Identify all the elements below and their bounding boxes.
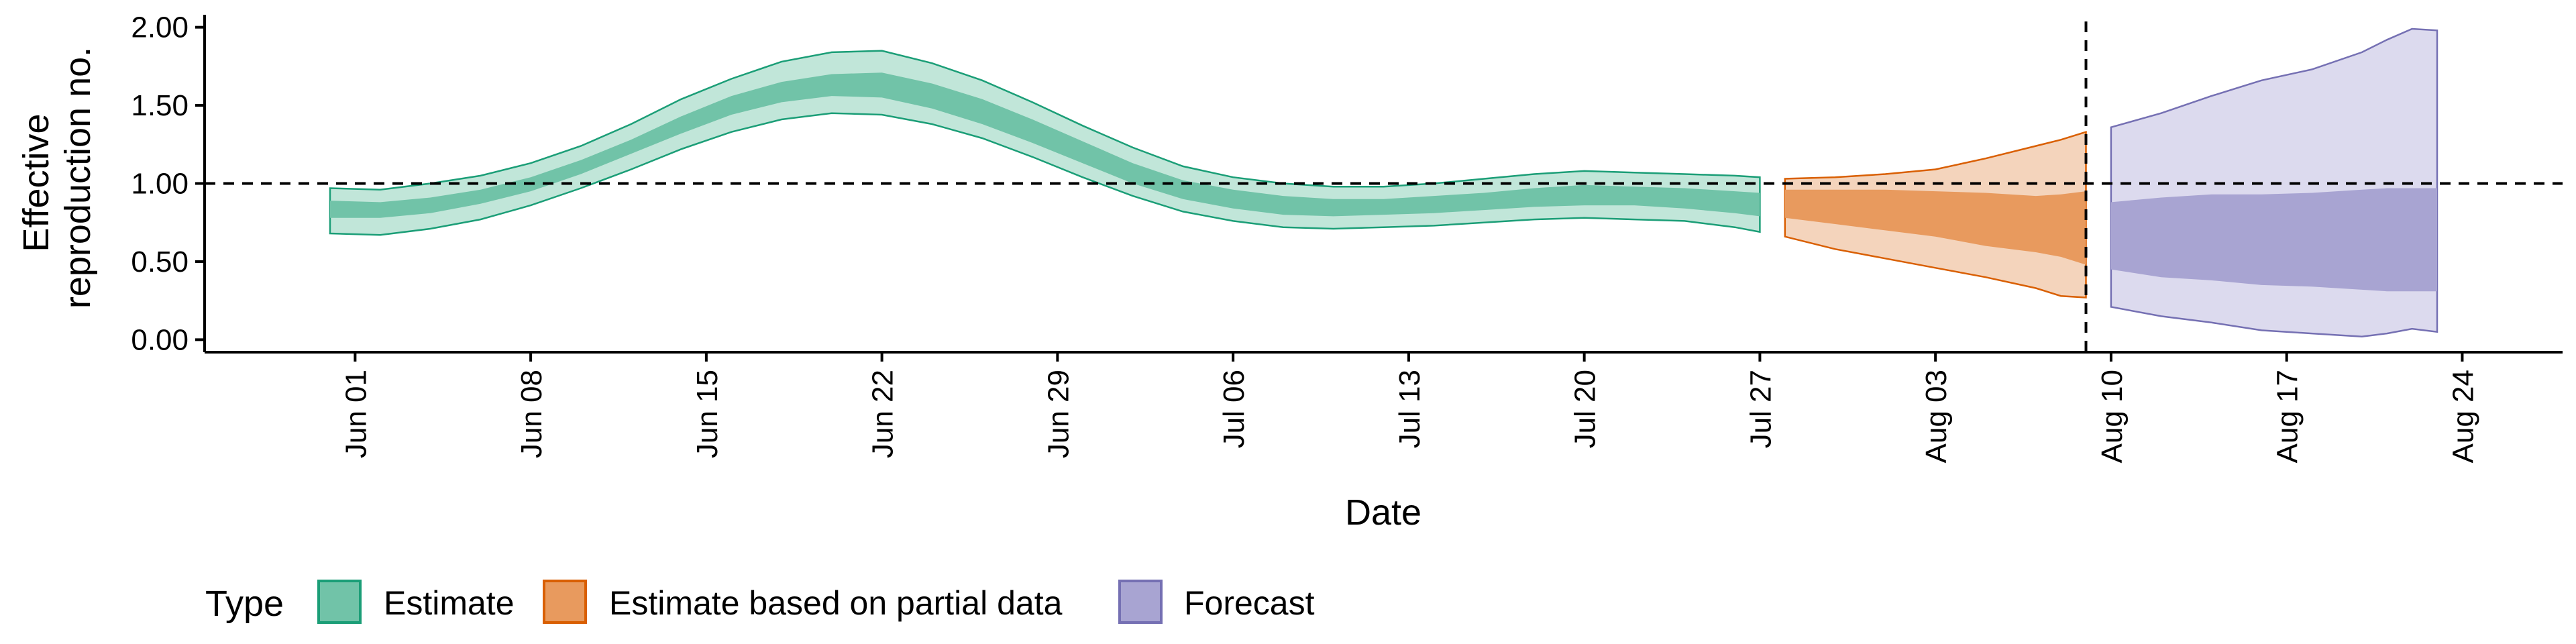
y-tick-label: 0.00	[131, 323, 189, 356]
tick-labels: 0.00 0.50 1.00 1.50 2.00 Jun 01 Jun 08 Jun 15 Ju…	[131, 11, 2479, 464]
x-axis-title: Date	[1345, 492, 1421, 533]
y-tick-label: 0.50	[131, 246, 189, 278]
y-axis-title-line-1: Effective	[16, 113, 56, 252]
axes	[195, 15, 2563, 362]
x-tick-label: Jul 20	[1569, 370, 1602, 448]
x-tick-label: Jun 22	[867, 370, 900, 458]
x-tick-label: Jun 15	[691, 370, 724, 458]
y-tick-label: 1.00	[131, 168, 189, 201]
band-inner-estimate	[330, 72, 1760, 218]
x-tick-label: Jun 01	[339, 370, 372, 458]
x-tick-label: Jul 06	[1218, 370, 1250, 448]
y-axis-title: Effective reproduction no.	[16, 47, 98, 309]
x-tick-label: Aug 03	[1920, 370, 1953, 463]
x-tick-label: Jul 27	[1744, 370, 1777, 448]
legend-label-forecast: Forecast	[1184, 584, 1315, 622]
plot-area	[205, 21, 2563, 352]
legend-label-estimate: Estimate	[384, 584, 515, 622]
legend-swatch-forecast	[1118, 580, 1163, 624]
band-inner-forecast	[2110, 188, 2437, 292]
x-tick-label: Aug 24	[2447, 370, 2479, 463]
y-tick-label: 1.50	[131, 89, 189, 122]
band-inner-estimate-based-on-partial-data	[1784, 189, 2086, 265]
x-tick-label: Jul 13	[1393, 370, 1426, 448]
legend-swatch-estimate	[317, 580, 362, 624]
y-axis-title-line-2: reproduction no.	[58, 47, 98, 309]
x-tick-label: Aug 17	[2271, 370, 2304, 463]
y-tick-label: 2.00	[131, 11, 189, 44]
legend: Type Estimate Estimate based on partial …	[205, 580, 1315, 624]
legend-label-partial: Estimate based on partial data	[609, 584, 1063, 622]
x-tick-label: Jun 29	[1042, 370, 1075, 458]
x-tick-label: Jun 08	[515, 370, 548, 458]
x-tick-label: Aug 10	[2096, 370, 2129, 463]
legend-title: Type	[205, 584, 284, 624]
legend-swatch-partial	[543, 580, 587, 624]
